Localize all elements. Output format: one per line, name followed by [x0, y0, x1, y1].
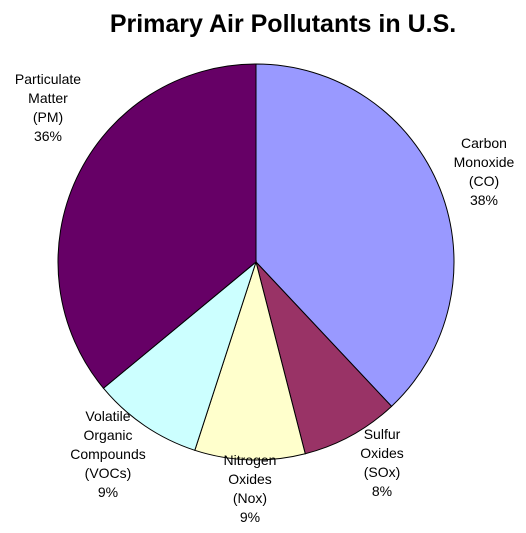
slice-label-line: (Nox) [233, 490, 267, 506]
slice-label-pm: Particulate Matter (PM) 36% [15, 71, 81, 144]
pie-slice-nox [194, 260, 306, 461]
slice-label-sox: Sulfur Oxides (SOx) 8% [360, 426, 404, 499]
slice-label-line: Organic [83, 427, 132, 443]
pie-slice-vocs [102, 260, 258, 451]
slice-label-line: Particulate [15, 71, 81, 87]
pie-slice-sox [255, 261, 393, 455]
chart-title: Primary Air Pollutants in U.S. [110, 10, 456, 38]
slice-label-line: Monoxide [454, 154, 515, 170]
slice-label-nox: Nitrogen Oxides (Nox) 9% [224, 452, 277, 525]
slice-label-line: Carbon [461, 135, 507, 151]
slice-label-line: Oxides [360, 445, 404, 461]
slice-label-line: 8% [372, 483, 392, 499]
pie-slice-co [255, 63, 455, 408]
slice-label-line: Sulfur [364, 426, 401, 442]
slice-label-line: (CO) [469, 173, 499, 189]
slice-label-line: 9% [240, 509, 260, 525]
slice-label-line: Oxides [228, 471, 272, 487]
slice-label-line: 36% [34, 128, 62, 144]
slice-label-line: Nitrogen [224, 452, 277, 468]
pie-slice-pm [57, 63, 257, 389]
slice-label-line: 38% [470, 192, 498, 208]
slice-label-line: Compounds [70, 446, 146, 462]
slice-label-line: (PM) [33, 109, 63, 125]
slice-label-co: Carbon Monoxide (CO) 38% [454, 135, 515, 208]
slice-label-line: (VOCs) [85, 465, 132, 481]
pie-labels: Carbon Monoxide (CO) 38% Sulfur Oxides (SOx) 8%… [15, 71, 515, 525]
slice-label-line: (SOx) [364, 464, 401, 480]
pie-slices [57, 63, 455, 461]
slice-label-vocs: Volatile Organic Compounds (VOCs) 9% [70, 408, 146, 500]
slice-label-line: Volatile [85, 408, 130, 424]
slice-label-line: Matter [28, 90, 68, 106]
slice-label-line: 9% [98, 484, 118, 500]
